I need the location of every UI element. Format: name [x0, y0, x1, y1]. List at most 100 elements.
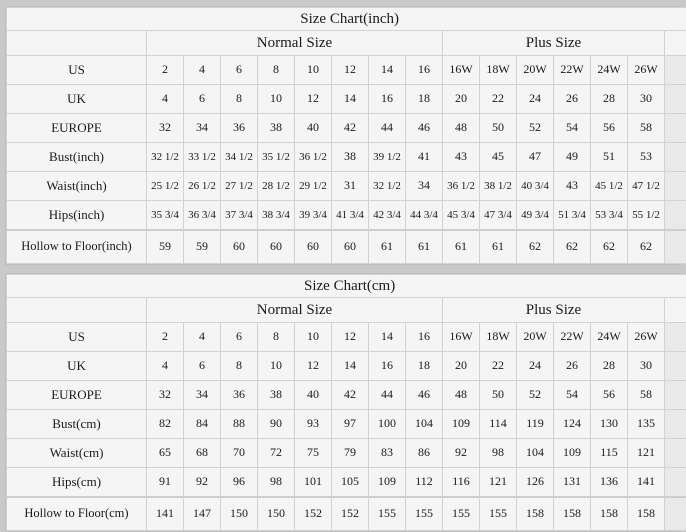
data-cell: 136	[591, 468, 628, 498]
data-cell: 158	[591, 497, 628, 531]
data-cell: 43	[443, 143, 480, 172]
data-cell: 54	[554, 381, 591, 410]
chart-title: Size Chart(inch)	[7, 8, 686, 31]
row-label: EUROPE	[7, 114, 147, 143]
data-cell: 8	[221, 352, 258, 381]
data-cell: 16W	[443, 323, 480, 352]
row-trailing-spacer	[665, 352, 686, 381]
data-cell: 126	[517, 468, 554, 498]
data-cell: 49 3/4	[517, 201, 554, 231]
data-cell: 14	[369, 56, 406, 85]
data-cell: 35 1/2	[258, 143, 295, 172]
data-cell: 34	[184, 114, 221, 143]
row-trailing-spacer	[665, 468, 686, 498]
data-cell: 8	[221, 85, 258, 114]
data-cell: 32 1/2	[147, 143, 184, 172]
group-header-trailing-spacer	[665, 298, 686, 323]
data-cell: 92	[184, 468, 221, 498]
row-trailing-spacer	[665, 230, 686, 264]
data-cell: 36 1/2	[295, 143, 332, 172]
data-cell: 158	[628, 497, 665, 531]
data-cell: 24	[517, 85, 554, 114]
data-cell: 121	[628, 439, 665, 468]
row-trailing-spacer	[665, 56, 686, 85]
data-cell: 20W	[517, 323, 554, 352]
data-cell: 40 3/4	[517, 172, 554, 201]
data-cell: 105	[332, 468, 369, 498]
data-cell: 55 1/2	[628, 201, 665, 231]
row-label: Hips(cm)	[7, 468, 147, 498]
data-cell: 53 3/4	[591, 201, 628, 231]
data-cell: 47 3/4	[480, 201, 517, 231]
data-cell: 44	[369, 114, 406, 143]
data-cell: 4	[184, 56, 221, 85]
data-cell: 26	[554, 85, 591, 114]
data-cell: 18W	[480, 56, 517, 85]
data-cell: 26 1/2	[184, 172, 221, 201]
data-cell: 6	[221, 56, 258, 85]
data-cell: 34	[406, 172, 443, 201]
row-trailing-spacer	[665, 323, 686, 352]
data-cell: 158	[517, 497, 554, 531]
data-cell: 53	[628, 143, 665, 172]
data-cell: 8	[258, 323, 295, 352]
data-cell: 121	[480, 468, 517, 498]
data-cell: 86	[406, 439, 443, 468]
data-cell: 61	[406, 230, 443, 264]
data-cell: 40	[295, 381, 332, 410]
data-cell: 60	[295, 230, 332, 264]
data-cell: 36 1/2	[443, 172, 480, 201]
data-cell: 61	[369, 230, 406, 264]
data-cell: 98	[480, 439, 517, 468]
data-cell: 20	[443, 85, 480, 114]
data-cell: 16	[369, 85, 406, 114]
data-cell: 49	[554, 143, 591, 172]
data-cell: 59	[147, 230, 184, 264]
row-trailing-spacer	[665, 439, 686, 468]
data-cell: 2	[147, 323, 184, 352]
data-cell: 60	[221, 230, 258, 264]
data-cell: 112	[406, 468, 443, 498]
data-cell: 12	[295, 85, 332, 114]
group-header-normal-size: Normal Size	[147, 31, 443, 56]
data-cell: 43	[554, 172, 591, 201]
data-cell: 155	[406, 497, 443, 531]
data-cell: 56	[591, 381, 628, 410]
data-cell: 41	[406, 143, 443, 172]
data-cell: 38 1/2	[480, 172, 517, 201]
data-cell: 16W	[443, 56, 480, 85]
data-cell: 152	[332, 497, 369, 531]
data-cell: 41 3/4	[332, 201, 369, 231]
data-cell: 20W	[517, 56, 554, 85]
data-cell: 10	[258, 352, 295, 381]
row-label: UK	[7, 352, 147, 381]
data-cell: 48	[443, 381, 480, 410]
data-cell: 98	[258, 468, 295, 498]
data-cell: 22W	[554, 56, 591, 85]
data-cell: 119	[517, 410, 554, 439]
data-cell: 141	[147, 497, 184, 531]
data-cell: 2	[147, 56, 184, 85]
data-cell: 131	[554, 468, 591, 498]
data-cell: 135	[628, 410, 665, 439]
data-cell: 147	[184, 497, 221, 531]
data-cell: 62	[591, 230, 628, 264]
data-cell: 16	[369, 352, 406, 381]
data-cell: 47	[517, 143, 554, 172]
data-cell: 12	[332, 56, 369, 85]
data-cell: 6	[184, 85, 221, 114]
data-cell: 65	[147, 439, 184, 468]
